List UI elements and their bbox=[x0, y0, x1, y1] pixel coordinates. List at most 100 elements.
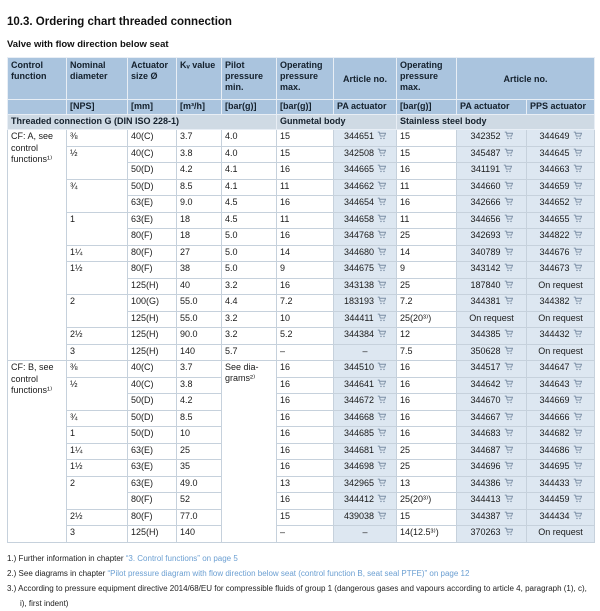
cart-icon[interactable] bbox=[504, 230, 513, 239]
cart-icon[interactable] bbox=[377, 395, 387, 404]
article-number: 370263 bbox=[470, 527, 501, 537]
cart-icon[interactable] bbox=[573, 197, 582, 206]
article-cell-stainless-pa: 350628 bbox=[456, 343, 527, 361]
cart-icon[interactable] bbox=[504, 412, 513, 421]
cart-icon[interactable] bbox=[504, 181, 513, 190]
article-number: 350628 bbox=[470, 345, 501, 356]
cart-icon[interactable] bbox=[377, 230, 387, 239]
cart-icon[interactable] bbox=[504, 296, 513, 305]
cart-icon[interactable] bbox=[573, 148, 582, 157]
cart-icon[interactable] bbox=[377, 197, 387, 206]
cart-icon[interactable] bbox=[504, 379, 513, 388]
article-cell-stainless-pps: 344695 bbox=[525, 459, 596, 477]
article-number: 344696 bbox=[470, 461, 501, 471]
cart-icon[interactable] bbox=[504, 214, 513, 223]
cart-icon[interactable] bbox=[377, 329, 387, 338]
cart-icon[interactable] bbox=[377, 148, 387, 157]
cart-icon[interactable] bbox=[573, 181, 582, 190]
cart-icon[interactable] bbox=[377, 362, 387, 371]
cart-icon[interactable] bbox=[504, 263, 513, 272]
unit-header-mm: [mm] bbox=[127, 99, 177, 115]
cart-icon[interactable] bbox=[573, 428, 582, 437]
cart-icon[interactable] bbox=[503, 164, 513, 173]
cart-icon[interactable] bbox=[377, 428, 387, 437]
article-cell-stainless-pa: 342666 bbox=[456, 195, 527, 213]
cart-icon[interactable] bbox=[504, 478, 513, 487]
footnote-2-link[interactable]: “Pilot pressure diagram with flow direct… bbox=[107, 568, 470, 578]
cart-icon[interactable] bbox=[377, 461, 387, 470]
cell-actuator-size: 125(H) bbox=[127, 327, 177, 345]
cart-icon[interactable] bbox=[573, 230, 582, 239]
cart-icon[interactable] bbox=[377, 280, 387, 289]
cart-icon[interactable] bbox=[573, 131, 582, 140]
cart-icon[interactable] bbox=[573, 478, 582, 487]
cart-icon[interactable] bbox=[573, 494, 582, 503]
table-row: 1½ 80(F) 38 5.0 9 344675 9 343142 344673 bbox=[8, 261, 596, 295]
cell-operating-pressure-stainless: 15 bbox=[396, 129, 457, 147]
cart-icon[interactable] bbox=[504, 494, 513, 503]
cart-icon[interactable] bbox=[573, 395, 582, 404]
cart-icon[interactable] bbox=[573, 379, 582, 388]
cart-icon[interactable] bbox=[377, 494, 387, 503]
cart-icon[interactable] bbox=[377, 131, 387, 140]
cart-icon[interactable] bbox=[504, 511, 513, 520]
col-header-actuator-size: Actuator size Ø bbox=[127, 57, 177, 100]
cart-icon[interactable] bbox=[504, 461, 513, 470]
cart-icon[interactable] bbox=[504, 131, 513, 140]
cell-operating-pressure-stainless: 11 bbox=[396, 178, 457, 196]
cell-operating-pressure-stainless: 13 bbox=[396, 475, 457, 493]
article-cell-stainless-pa: 342693 bbox=[456, 228, 527, 246]
cart-icon[interactable] bbox=[573, 511, 582, 520]
cell-nominal-diameter: 1½ bbox=[66, 459, 128, 477]
cart-icon[interactable] bbox=[504, 280, 513, 289]
cell-nominal-diameter: 3 bbox=[66, 525, 128, 543]
article-cell-stainless-pps: On request bbox=[525, 277, 596, 295]
cell-operating-pressure-stainless: 12 bbox=[396, 327, 457, 345]
cart-icon[interactable] bbox=[573, 247, 582, 256]
cart-icon[interactable] bbox=[377, 181, 387, 190]
article-cell-stainless-pps: 344682 bbox=[525, 426, 596, 444]
cart-icon[interactable] bbox=[504, 148, 513, 157]
cart-icon[interactable] bbox=[377, 296, 387, 305]
cell-kv-value: 4.2 bbox=[176, 393, 222, 411]
article-cell-stainless-pa: 187840 bbox=[456, 277, 527, 295]
cart-icon[interactable] bbox=[504, 527, 513, 536]
cell-actuator-size: 40(C) bbox=[127, 376, 177, 394]
cart-icon[interactable] bbox=[377, 164, 387, 173]
cart-icon[interactable] bbox=[573, 329, 582, 338]
article-number: 344411 bbox=[344, 312, 374, 323]
article-cell-gunmetal-pa: 344412 bbox=[333, 492, 397, 510]
cart-icon[interactable] bbox=[573, 362, 582, 371]
article-cell-stainless-pps: 344432 bbox=[525, 327, 596, 345]
cart-icon[interactable] bbox=[504, 428, 513, 437]
article-number: 344651 bbox=[343, 131, 375, 141]
cart-icon[interactable] bbox=[377, 445, 387, 454]
cart-icon[interactable] bbox=[377, 313, 386, 322]
footnote-1-link[interactable]: “3. Control functions” on page 5 bbox=[125, 553, 238, 563]
cart-icon[interactable] bbox=[377, 247, 387, 256]
cart-icon[interactable] bbox=[504, 197, 513, 206]
cart-icon[interactable] bbox=[573, 445, 582, 454]
cart-icon[interactable] bbox=[377, 214, 387, 223]
cart-icon[interactable] bbox=[504, 247, 513, 256]
cart-icon[interactable] bbox=[573, 296, 582, 305]
cell-actuator-size: 63(E) bbox=[127, 442, 177, 460]
cart-icon[interactable] bbox=[504, 346, 513, 355]
cart-icon[interactable] bbox=[504, 445, 513, 454]
cart-icon[interactable] bbox=[573, 461, 582, 470]
cart-icon[interactable] bbox=[377, 511, 387, 520]
cart-icon[interactable] bbox=[573, 164, 582, 173]
cart-icon[interactable] bbox=[377, 263, 387, 272]
article-number: 344685 bbox=[343, 428, 375, 438]
cart-icon[interactable] bbox=[377, 478, 387, 487]
cart-icon[interactable] bbox=[377, 379, 387, 388]
cart-icon[interactable] bbox=[504, 395, 513, 404]
cart-icon[interactable] bbox=[573, 412, 582, 421]
cart-icon[interactable] bbox=[504, 362, 513, 371]
cart-icon[interactable] bbox=[504, 329, 513, 338]
cell-actuator-size: 125(H) bbox=[127, 277, 177, 295]
cart-icon[interactable] bbox=[377, 412, 387, 421]
cart-icon[interactable] bbox=[573, 214, 582, 223]
cart-icon[interactable] bbox=[573, 263, 582, 272]
cell-operating-pressure-gunmetal: 7.2 bbox=[276, 294, 334, 312]
